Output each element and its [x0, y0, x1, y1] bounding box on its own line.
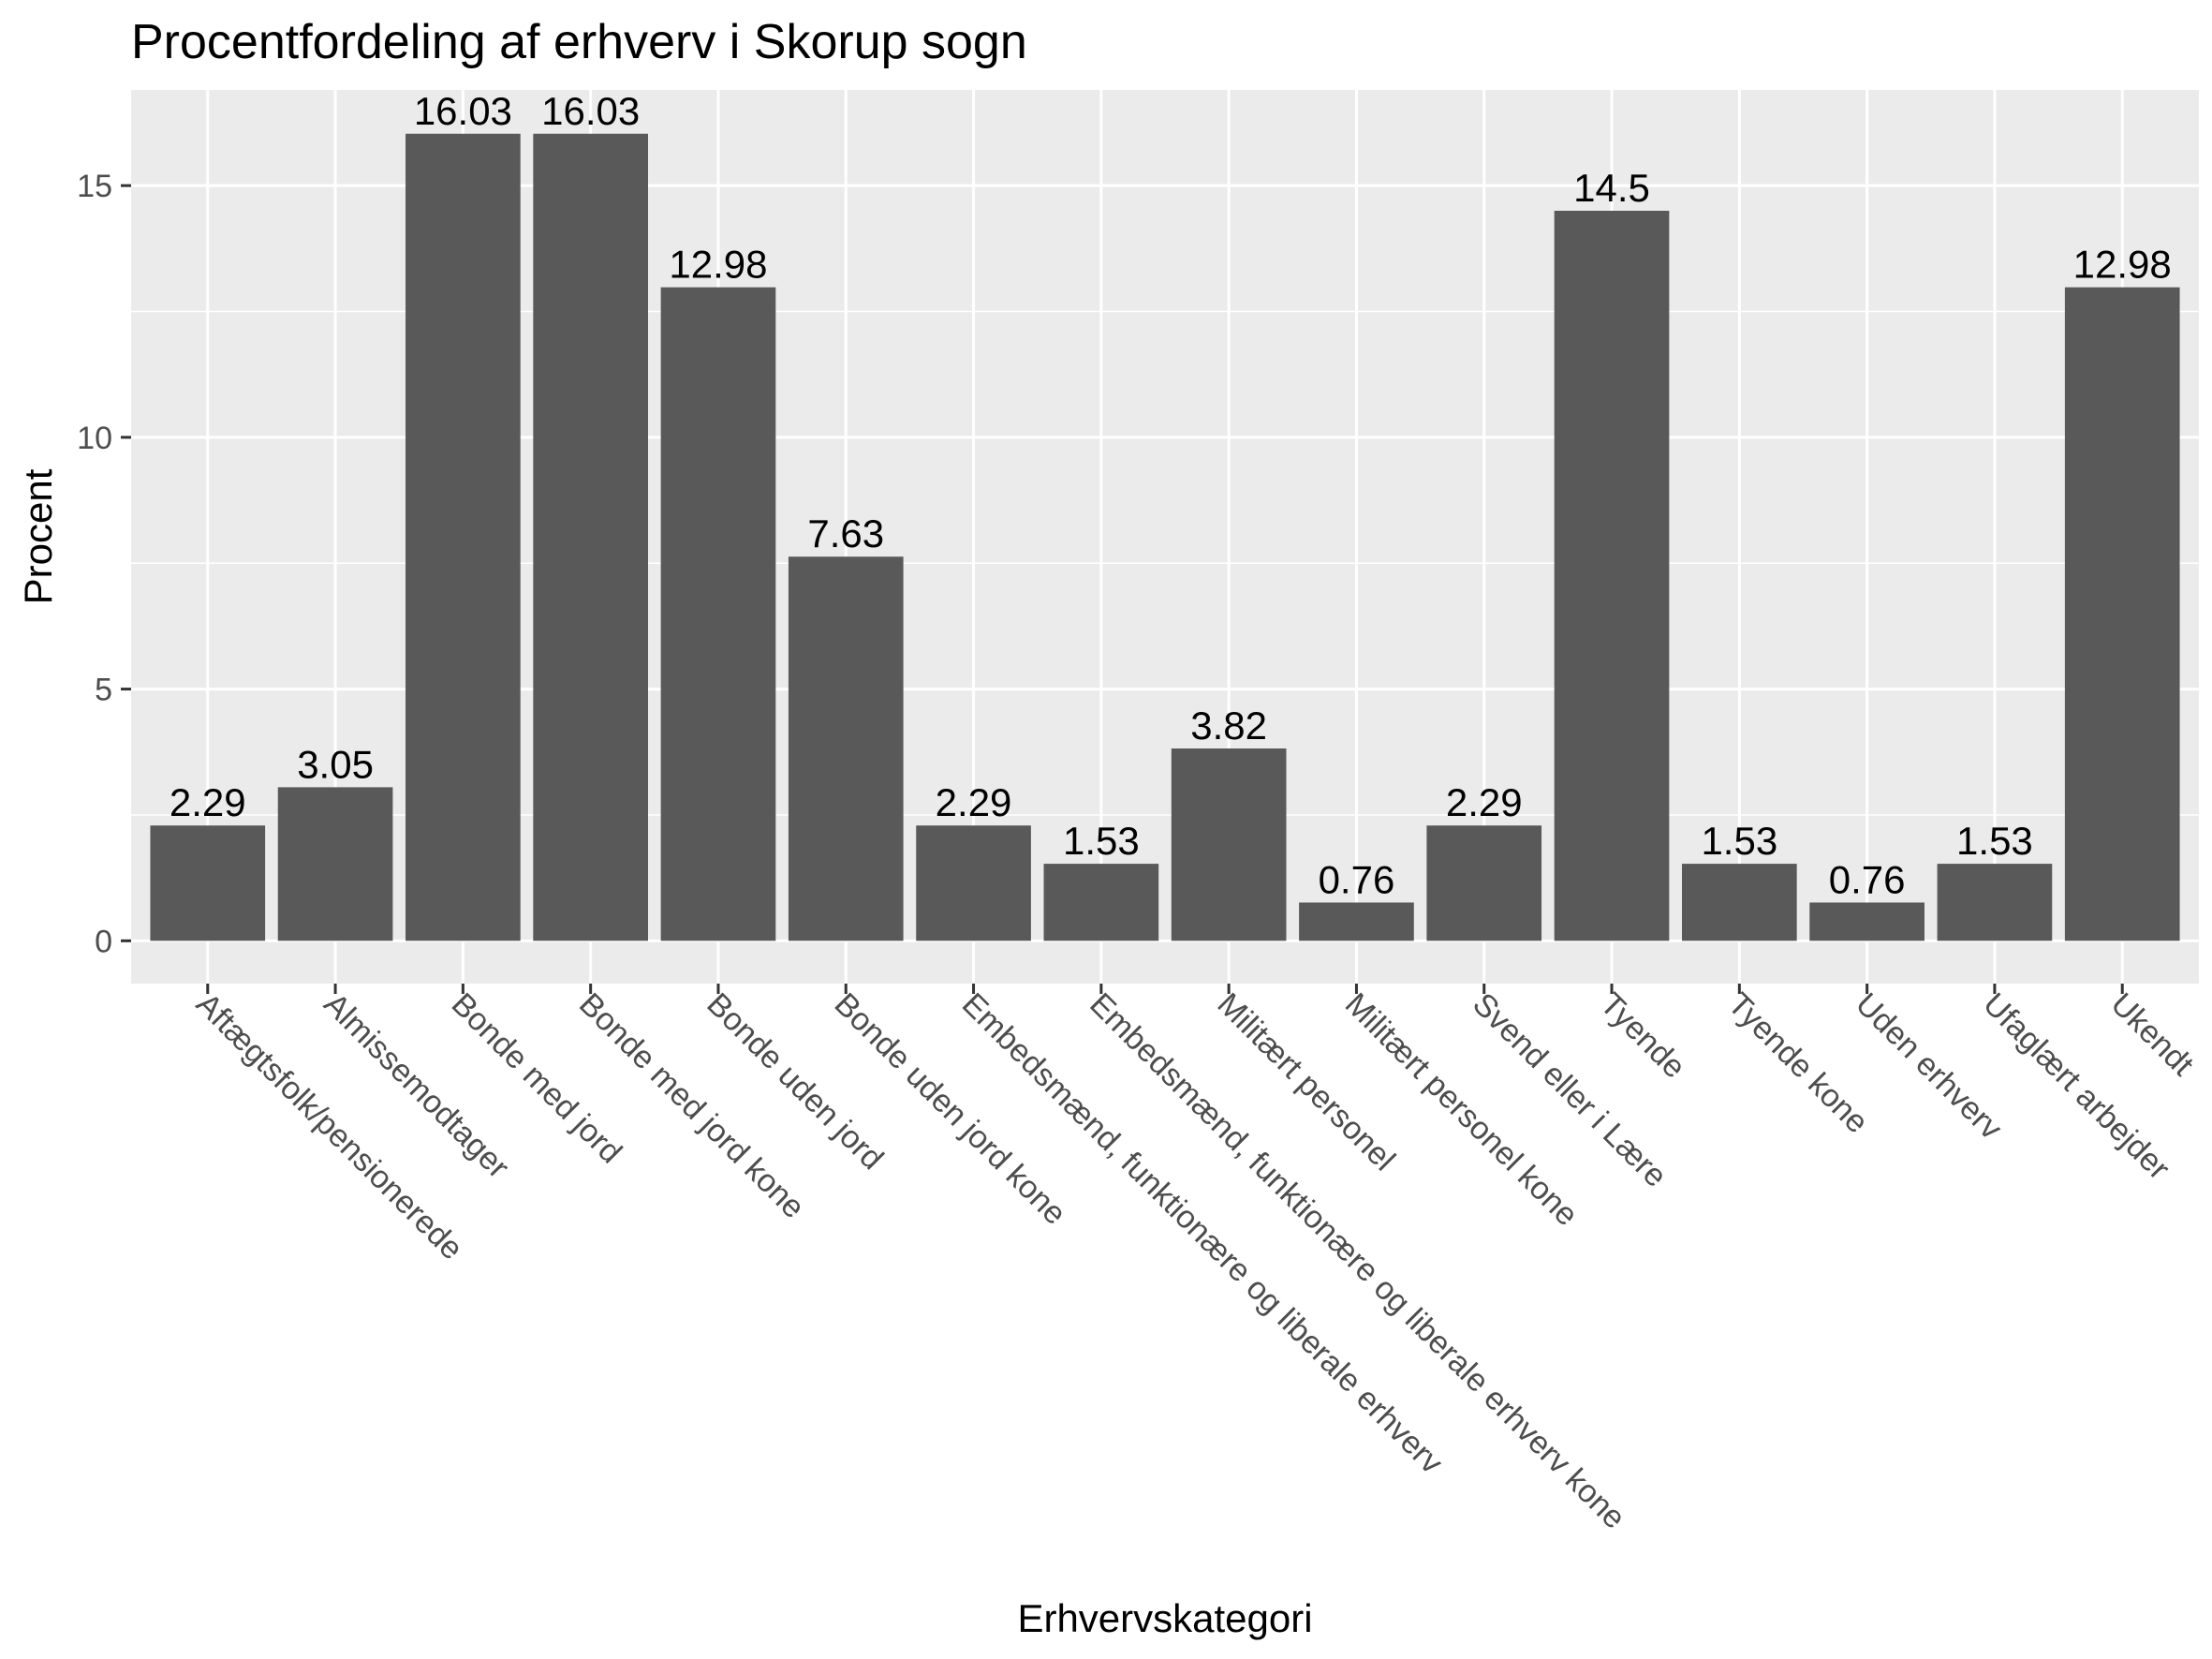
bar	[788, 556, 904, 941]
bar	[1299, 902, 1414, 941]
bars	[150, 133, 2180, 941]
bar	[1554, 210, 1670, 941]
bar	[916, 825, 1031, 941]
x-axis-title: Erhvervskategori	[1017, 1596, 1312, 1640]
data-label: 12.98	[2073, 243, 2172, 287]
bar	[1937, 864, 2053, 941]
bar	[277, 787, 393, 941]
bar	[2064, 287, 2180, 941]
bar	[1682, 864, 1797, 941]
data-label: 1.53	[1701, 819, 1777, 863]
data-label: 16.03	[414, 89, 512, 133]
data-label: 7.63	[807, 511, 884, 555]
data-labels: 2.29 3.05 16.03 16.03 12.98 7.63 2.29 1.53 3.82 0…	[170, 89, 2172, 902]
data-label: 0.76	[1319, 857, 1395, 901]
bar	[1809, 902, 1924, 941]
y-axis: 0 5 10 15	[77, 169, 131, 959]
data-label: 12.98	[669, 243, 767, 287]
data-label: 14.5	[1573, 166, 1650, 210]
data-label: 1.53	[1063, 819, 1140, 863]
bar	[1171, 748, 1287, 941]
data-label: 2.29	[936, 780, 1012, 824]
data-label: 0.76	[1829, 857, 1906, 901]
bar	[1043, 864, 1159, 941]
y-tick-label: 0	[95, 924, 112, 959]
y-tick-label: 10	[77, 421, 112, 456]
data-label: 2.29	[170, 780, 246, 824]
bar	[1426, 825, 1542, 941]
chart-title: Procentfordeling af erhverv i Skorup sog…	[131, 15, 1027, 69]
y-axis-title: Procent	[16, 468, 60, 604]
bar	[660, 287, 776, 941]
data-label: 3.82	[1190, 704, 1267, 748]
data-label: 3.05	[297, 742, 374, 786]
bar	[533, 133, 648, 941]
data-label: 2.29	[1446, 780, 1523, 824]
data-label: 1.53	[1956, 819, 2033, 863]
bar	[150, 825, 266, 941]
y-tick-label: 15	[77, 169, 112, 204]
bar	[406, 133, 521, 941]
data-label: 16.03	[541, 89, 640, 133]
y-tick-label: 5	[95, 673, 112, 708]
